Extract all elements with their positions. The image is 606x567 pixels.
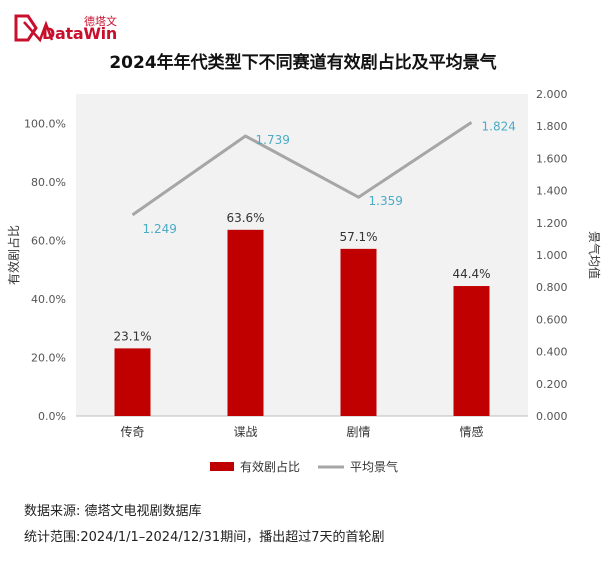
- bar: [227, 229, 264, 416]
- bar-data-label: 63.6%: [226, 211, 264, 225]
- y-right-tick-label: 1.600: [536, 152, 568, 165]
- legend-bar-label: 有效剧占比: [240, 459, 300, 474]
- line-data-label: 1.824: [482, 119, 516, 133]
- bar: [340, 248, 377, 416]
- x-tick-label: 情感: [459, 424, 483, 439]
- y-right-axis-title: 景气均值: [587, 231, 602, 279]
- y-right-tick-label: 0.400: [536, 346, 568, 359]
- footer-range: 统计范围:2024/1/1–2024/12/31期间，播出超过7天的首轮剧: [24, 530, 385, 545]
- y-right-tick-label: 2.000: [536, 88, 568, 101]
- y-right-tick-label: 0.600: [536, 313, 568, 326]
- y-tick-label: 40.0%: [31, 293, 66, 306]
- line-data-label: 1.739: [256, 133, 290, 147]
- y-right-tick-label: 0.800: [536, 281, 568, 294]
- y-tick-label: 0.0%: [38, 410, 66, 423]
- bar: [453, 286, 490, 416]
- y-tick-label: 20.0%: [31, 351, 66, 364]
- combo-chart: 0.0% 20.0% 40.0% 60.0% 80.0% 100.0% 0.000 0.200…: [6, 88, 602, 474]
- chart-title: 2024年年代类型下不同赛道有效剧占比及平均景气: [109, 53, 497, 73]
- y-tick-label: 100.0%: [24, 117, 66, 130]
- logo-cn-text: 德塔文: [84, 15, 117, 28]
- y-tick-label: 60.0%: [31, 234, 66, 247]
- y-right-tick-label: 0.000: [536, 410, 568, 423]
- x-tick-label: 剧情: [346, 425, 370, 439]
- y-tick-label: 80.0%: [31, 176, 66, 189]
- footer-source: 数据来源: 德塔文电视剧数据库: [24, 504, 202, 519]
- bar-data-label: 44.4%: [452, 267, 490, 281]
- line-data-label: 1.249: [143, 222, 177, 236]
- legend-bar-swatch: [210, 462, 234, 471]
- y-right-tick-label: 1.400: [536, 185, 568, 198]
- logo-mark-icon: [14, 14, 38, 42]
- datawin-logo: [14, 14, 54, 43]
- bar-data-label: 23.1%: [113, 329, 151, 343]
- plot-area: [76, 94, 528, 416]
- y-axis-title: 有效剧占比: [6, 225, 21, 285]
- line-data-label: 1.359: [369, 194, 403, 208]
- legend-line-label: 平均景气: [350, 459, 398, 474]
- y-right-tick-label: 1.200: [536, 217, 568, 230]
- y-right-tick-label: 1.800: [536, 120, 568, 133]
- x-tick-label: 谍战: [233, 425, 257, 439]
- bar: [114, 348, 151, 416]
- bar-data-label: 57.1%: [339, 230, 377, 244]
- logo-en-text: DataWin: [42, 24, 117, 43]
- x-tick-label: 传奇: [120, 424, 144, 439]
- y-right-tick-label: 0.200: [536, 378, 568, 391]
- y-right-tick-label: 1.000: [536, 249, 568, 262]
- line-series-path: [131, 121, 473, 217]
